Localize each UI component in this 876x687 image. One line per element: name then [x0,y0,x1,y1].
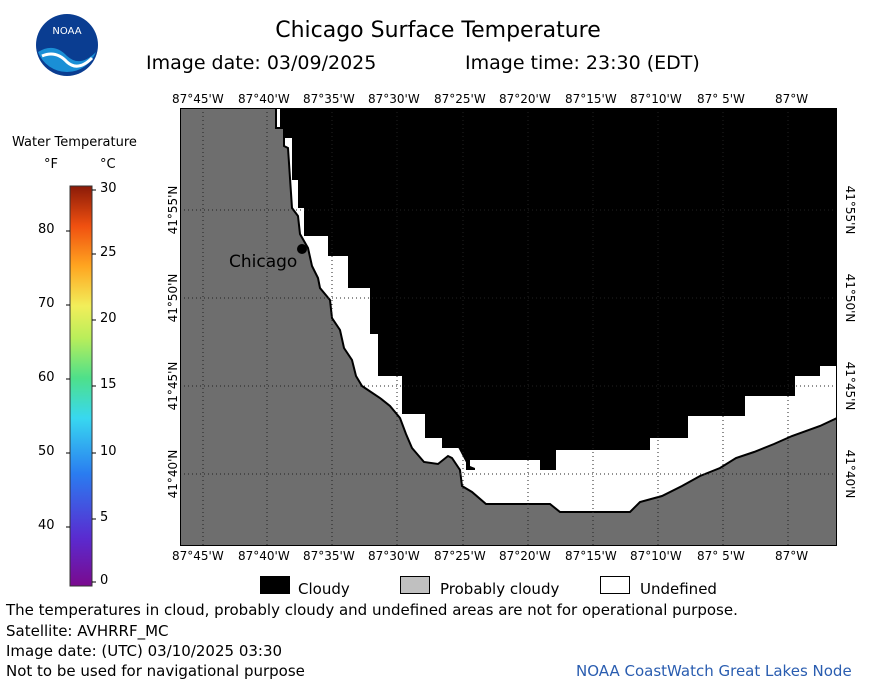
land-area [180,108,837,546]
cloud-mask [280,108,837,470]
lat-right-2: 41°50'N [843,273,857,323]
graticule [180,108,837,546]
lat-right-1: 41°55'N [843,185,857,235]
legend-label-undefined: Undefined [640,580,717,598]
lon-bottom-3: 87°35'W [303,549,355,563]
lon-bottom-6: 87°20'W [499,549,551,563]
c-tick-20: 20 [100,311,117,326]
f-tick-80: 80 [38,222,55,237]
lon-bottom-1: 87°45'W [172,549,224,563]
lon-top-7: 87°15'W [565,92,617,106]
f-tick-60: 60 [38,370,55,385]
lon-bottom-2: 87°40'W [238,549,290,563]
image-date: Image date: 03/09/2025 [146,52,377,74]
image-time: Image time: 23:30 (EDT) [465,52,700,74]
colorbar-title: Water Temperature [12,135,137,150]
lat-right-3: 41°45'N [843,361,857,411]
f-tick-70: 70 [38,296,55,311]
lat-left-1: 41°55'N [166,185,180,235]
lon-bottom-4: 87°30'W [368,549,420,563]
lon-top-10: 87°W [775,92,809,106]
f-tick-50: 50 [38,444,55,459]
lon-top-5: 87°25'W [434,92,486,106]
c-tick-30: 30 [100,181,117,196]
map-panel [180,108,837,546]
lon-top-3: 87°35'W [303,92,355,106]
legend-swatch-undefined [600,576,630,594]
legend-label-cloudy: Cloudy [298,580,350,598]
lat-left-2: 41°50'N [166,273,180,323]
lon-top-9: 87° 5'W [697,92,745,106]
lon-bottom-7: 87°15'W [565,549,617,563]
city-label: Chicago [229,252,298,272]
c-tick-25: 25 [100,245,117,260]
unit-fahrenheit: °F [44,157,58,172]
chicago-marker [297,244,307,254]
legend-swatch-cloudy [260,576,290,594]
utc-date: Image date: (UTC) 03/10/2025 03:30 [6,642,283,660]
lon-top-6: 87°20'W [499,92,551,106]
lon-bottom-9: 87° 5'W [697,549,745,563]
lon-bottom-5: 87°25'W [434,549,486,563]
lon-top-2: 87°40'W [238,92,290,106]
lon-bottom-8: 87°10'W [630,549,682,563]
unit-celsius: °C [100,157,116,172]
lon-bottom-10: 87°W [775,549,809,563]
lon-top-1: 87°45'W [172,92,224,106]
c-tick-0: 0 [100,573,109,588]
credit: NOAA CoastWatch Great Lakes Node [576,662,852,680]
c-tick-15: 15 [100,377,117,392]
c-tick-5: 5 [100,510,109,525]
logo-text: NOAA [52,26,81,37]
disclaimer: The temperatures in cloud, probably clou… [6,601,738,619]
colorbar [66,185,96,587]
page-title: Chicago Surface Temperature [275,18,601,43]
noaa-logo: NOAA [36,14,98,76]
lat-left-3: 41°45'N [166,361,180,411]
c-tick-10: 10 [100,444,117,459]
legend-swatch-probably-cloudy [400,576,430,594]
lon-top-8: 87°10'W [630,92,682,106]
legend-label-probably-cloudy: Probably cloudy [440,580,560,598]
f-tick-40: 40 [38,518,55,533]
satellite: Satellite: AVHRRF_MC [6,622,169,640]
lon-top-4: 87°30'W [368,92,420,106]
lat-right-4: 41°40'N [843,449,857,499]
lat-left-4: 41°40'N [166,449,180,499]
nav-warning: Not to be used for navigational purpose [6,662,305,680]
